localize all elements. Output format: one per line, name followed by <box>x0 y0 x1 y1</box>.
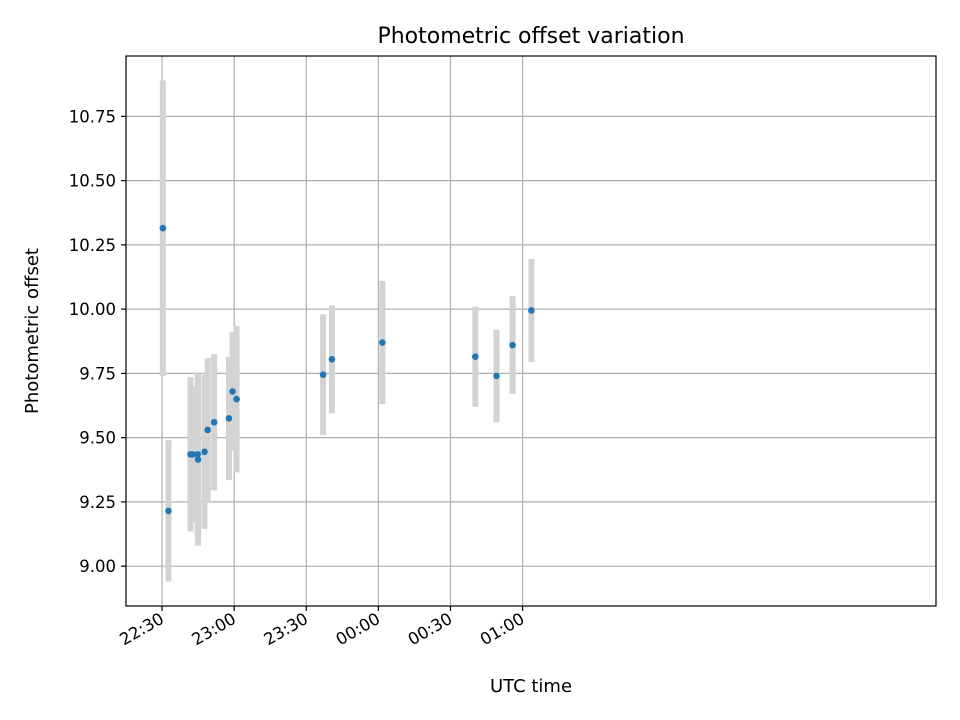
data-point <box>210 418 218 426</box>
data-point <box>379 339 386 346</box>
data-points <box>159 224 535 515</box>
y-axis-label: Photometric offset <box>22 248 43 414</box>
data-point <box>509 341 516 349</box>
y-tick-label: 9.50 <box>79 429 116 448</box>
chart-title: Photometric offset variation <box>377 24 684 49</box>
data-point <box>204 426 212 434</box>
data-point <box>328 355 336 363</box>
data-point <box>201 448 208 456</box>
plot-frame <box>125 55 937 607</box>
x-axis-label: UTC time <box>490 676 572 697</box>
data-point <box>528 307 535 314</box>
data-point <box>159 224 167 232</box>
data-point <box>225 415 233 422</box>
data-point <box>319 371 327 378</box>
y-tick-label: 10.75 <box>69 107 116 126</box>
y-axis-ticks: 9.00 9.25 9.50 9.75 10.00 10.25 10.50 10.75 <box>69 107 126 576</box>
y-tick-label: 9.25 <box>79 493 116 512</box>
data-point <box>229 388 236 395</box>
y-tick-label: 9.00 <box>79 557 116 576</box>
data-point <box>472 353 479 361</box>
y-tick-label: 10.25 <box>69 236 116 255</box>
data-point <box>493 372 500 380</box>
data-point <box>194 451 202 458</box>
data-point <box>194 456 202 463</box>
data-point <box>165 507 172 515</box>
y-tick-label: 9.75 <box>79 364 116 383</box>
data-point <box>189 451 196 458</box>
y-tick-label: 10.50 <box>69 172 116 191</box>
y-tick-label: 10.00 <box>69 300 116 319</box>
data-point <box>233 395 240 403</box>
grid-lines <box>126 56 936 606</box>
